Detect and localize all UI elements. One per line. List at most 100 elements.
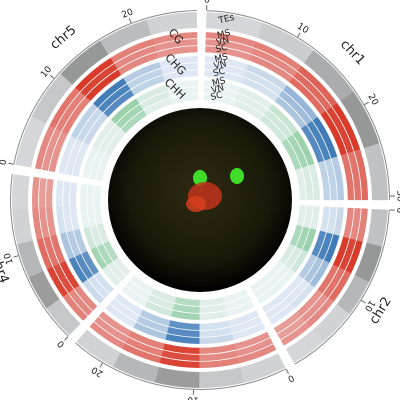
background-ring xyxy=(265,206,337,319)
heat-bin xyxy=(270,264,291,285)
heat-bin xyxy=(98,84,131,113)
heat-bin xyxy=(50,234,66,264)
heat-bin xyxy=(165,333,200,344)
heat-bin xyxy=(223,288,249,304)
heat-bin xyxy=(274,96,307,129)
heat-bin xyxy=(302,228,317,253)
heat-bin xyxy=(347,151,361,201)
heat-bin xyxy=(257,22,314,64)
heat-bin xyxy=(303,50,354,101)
heat-bin xyxy=(281,138,302,170)
heat-bin xyxy=(128,331,165,350)
heat-bin xyxy=(53,263,74,293)
heat-bin xyxy=(331,156,344,201)
heat-bin xyxy=(103,90,135,117)
heat-bin xyxy=(48,131,68,173)
heat-bin xyxy=(172,303,200,313)
tick-label: 20 xyxy=(121,7,136,21)
heat-bin xyxy=(363,143,388,201)
heat-bin xyxy=(125,337,164,357)
heat-bin xyxy=(165,80,199,91)
background-ring xyxy=(114,293,260,330)
heat-bin xyxy=(95,152,111,182)
heat-bin xyxy=(308,163,320,201)
heat-bin xyxy=(199,367,244,388)
heat-bin xyxy=(349,208,361,241)
heat-bin xyxy=(60,40,109,85)
heat-bin xyxy=(354,149,368,201)
heat-bin xyxy=(144,300,173,317)
heat-bin xyxy=(11,174,30,210)
heat-bin xyxy=(98,311,132,337)
background-ring xyxy=(203,94,306,200)
heat-bin xyxy=(36,238,53,270)
heat-bin xyxy=(249,54,294,83)
tick-label: 20 xyxy=(365,92,380,107)
microscopy-image xyxy=(108,108,292,292)
tick-label: 10 xyxy=(295,22,310,37)
heat-bin xyxy=(205,46,252,61)
heat-bin xyxy=(265,260,285,280)
heat-bin xyxy=(49,87,81,128)
heat-bin xyxy=(354,242,383,282)
heat-bin xyxy=(199,303,227,313)
heat-bin xyxy=(160,63,198,75)
heat-bin xyxy=(283,85,318,121)
heat-bin xyxy=(89,149,105,180)
heat-bin xyxy=(73,229,88,254)
heat-bin xyxy=(90,225,103,247)
heat-bin xyxy=(43,236,60,267)
heat-bin xyxy=(333,207,344,236)
heat-bin xyxy=(243,70,283,96)
heat-bin xyxy=(99,19,151,55)
tick-label: 10 xyxy=(39,64,54,79)
heat-bin xyxy=(109,298,140,322)
heat-bin xyxy=(340,91,380,149)
heat-bin xyxy=(254,41,302,72)
heat-bin xyxy=(94,316,129,343)
heat-bin xyxy=(155,46,198,59)
heat-bin xyxy=(93,78,127,108)
heat-bin xyxy=(306,121,331,161)
heat-bin xyxy=(296,226,310,250)
tick-mark xyxy=(13,255,19,258)
heat-bin xyxy=(309,259,330,288)
background-ring xyxy=(121,285,255,320)
heat-bin xyxy=(306,297,334,327)
background-ring xyxy=(82,80,199,179)
heat-bin xyxy=(290,249,309,273)
background-ring xyxy=(256,205,320,304)
heat-bin xyxy=(31,176,40,209)
tick-label: 10 xyxy=(187,394,199,400)
heat-bin xyxy=(298,253,318,279)
heat-bin xyxy=(297,66,338,107)
heat-bin xyxy=(81,251,99,275)
heat-bin xyxy=(139,91,170,110)
tick-label: 0 xyxy=(56,338,67,349)
background-ring xyxy=(95,94,199,182)
heat-bin xyxy=(105,128,127,156)
background-ring xyxy=(249,205,306,292)
heat-bin xyxy=(297,289,323,316)
heat-bin xyxy=(291,283,315,309)
background-ring xyxy=(203,87,313,200)
heat-bin xyxy=(88,275,110,299)
heat-bin xyxy=(238,86,273,110)
heat-bin xyxy=(121,285,148,307)
track-label: SC xyxy=(215,43,229,56)
tick-mark xyxy=(99,362,103,368)
heat-bin xyxy=(66,230,81,257)
heat-bin xyxy=(98,124,121,153)
heat-bin xyxy=(121,110,147,134)
heat-bin xyxy=(340,153,354,201)
heat-bin xyxy=(133,322,168,340)
heat-bin xyxy=(251,48,298,77)
heat-bin xyxy=(46,207,57,237)
heat-bin xyxy=(203,87,238,100)
heat-bin xyxy=(239,353,286,383)
heat-bin xyxy=(324,234,340,263)
heat-bin xyxy=(204,63,247,77)
heat-bin xyxy=(39,207,50,239)
heat-bin xyxy=(203,94,236,107)
heat-bin xyxy=(68,256,88,284)
